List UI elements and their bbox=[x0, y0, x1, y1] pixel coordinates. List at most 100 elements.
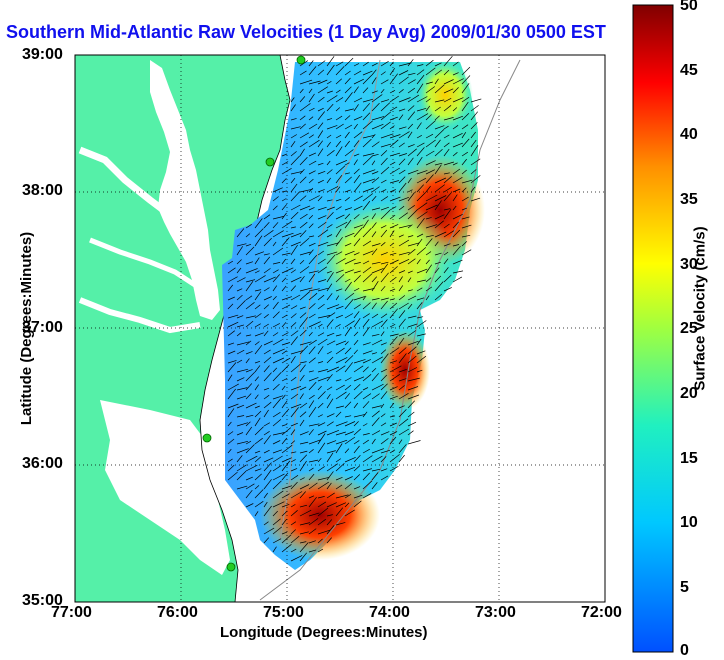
velocity-arrow bbox=[389, 106, 398, 112]
velocity-arrow bbox=[353, 287, 360, 292]
velocity-arrow bbox=[371, 248, 378, 256]
velocity-arrow bbox=[281, 204, 287, 211]
velocity-arrow bbox=[290, 393, 299, 400]
velocity-arrow bbox=[389, 230, 395, 238]
velocity-arrow bbox=[236, 377, 245, 382]
velocity-arrow bbox=[317, 433, 326, 445]
velocity-arrow bbox=[317, 457, 322, 463]
velocity-arrow bbox=[371, 90, 378, 94]
velocity-arrow bbox=[263, 401, 272, 409]
velocity-arrow bbox=[245, 421, 251, 427]
velocity-arrow bbox=[317, 538, 323, 544]
velocity-arrow bbox=[416, 211, 428, 220]
velocity-arrow bbox=[317, 385, 322, 391]
velocity-arrow bbox=[416, 184, 424, 193]
velocity-arrow bbox=[236, 246, 243, 256]
velocity-arrow bbox=[326, 525, 335, 535]
velocity-arrow bbox=[308, 496, 317, 508]
velocity-arrow bbox=[245, 483, 255, 490]
velocity-arrow bbox=[281, 472, 289, 481]
velocity-arrow bbox=[389, 252, 397, 256]
velocity-arrow bbox=[461, 151, 468, 157]
velocity-arrow bbox=[344, 448, 350, 454]
velocity-arrow bbox=[344, 313, 353, 319]
velocity-arrow bbox=[263, 214, 271, 220]
velocity-arrow bbox=[461, 196, 469, 202]
velocity-arrow bbox=[398, 142, 405, 148]
velocity-arrow bbox=[335, 463, 345, 472]
velocity-arrow bbox=[371, 102, 380, 112]
velocity-arrow bbox=[344, 320, 355, 328]
velocity-arrow bbox=[452, 177, 463, 184]
velocity-arrow bbox=[452, 115, 464, 121]
velocity-arrow bbox=[452, 78, 464, 85]
velocity-arrow bbox=[281, 444, 293, 454]
velocity-arrow bbox=[416, 316, 424, 319]
velocity-arrow bbox=[371, 186, 380, 193]
velocity-arrow bbox=[281, 232, 294, 238]
velocity-arrow bbox=[407, 131, 413, 139]
velocity-arrow bbox=[389, 436, 397, 445]
velocity-arrow bbox=[290, 504, 296, 508]
velocity-arrow bbox=[371, 417, 380, 427]
velocity-arrow bbox=[353, 339, 359, 346]
velocity-arrow bbox=[308, 467, 314, 472]
velocity-arrow bbox=[353, 131, 363, 139]
velocity-arrow bbox=[380, 374, 388, 382]
velocity-arrow bbox=[344, 431, 354, 436]
velocity-arrow bbox=[290, 126, 301, 130]
velocity-arrow bbox=[299, 509, 312, 517]
velocity-arrow bbox=[371, 62, 378, 67]
velocity-arrow bbox=[425, 160, 436, 166]
velocity-arrow bbox=[425, 251, 432, 256]
velocity-arrow bbox=[344, 108, 354, 112]
velocity-arrow bbox=[416, 287, 423, 292]
velocity-arrow bbox=[452, 61, 459, 67]
velocity-arrow bbox=[308, 495, 315, 499]
velocity-arrow bbox=[254, 257, 260, 265]
velocity-arrow bbox=[236, 368, 249, 373]
velocity-arrow bbox=[236, 288, 243, 292]
velocity-arrow bbox=[380, 368, 388, 373]
velocity-arrow bbox=[317, 215, 327, 220]
velocity-arrow bbox=[326, 492, 335, 499]
velocity-arrow bbox=[290, 276, 302, 283]
velocity-arrow bbox=[245, 476, 253, 481]
velocity-arrow bbox=[380, 79, 389, 85]
velocity-arrow bbox=[236, 422, 249, 427]
velocity-arrow bbox=[299, 188, 313, 193]
velocity-arrow bbox=[254, 511, 259, 517]
velocity-arrow bbox=[398, 131, 410, 139]
velocity-arrow bbox=[308, 292, 318, 301]
velocity-arrow bbox=[362, 178, 376, 184]
velocity-arrow bbox=[308, 139, 320, 148]
velocity-arrow bbox=[299, 141, 308, 148]
velocity-arrow bbox=[263, 409, 269, 418]
velocity-arrow bbox=[308, 528, 317, 535]
velocity-arrow bbox=[434, 261, 441, 265]
velocity-arrow bbox=[353, 474, 361, 481]
velocity-arrow bbox=[272, 419, 282, 427]
velocity-arrow bbox=[362, 134, 375, 139]
velocity-arrow bbox=[308, 187, 314, 193]
velocity-arrow bbox=[308, 540, 316, 544]
velocity-arrow bbox=[362, 193, 374, 202]
velocity-arrow bbox=[335, 288, 343, 292]
velocity-arrow bbox=[299, 419, 305, 427]
velocity-arrow bbox=[461, 75, 471, 85]
velocity-arrow bbox=[308, 66, 317, 76]
velocity-arrow bbox=[254, 332, 264, 337]
velocity-arrow bbox=[263, 431, 270, 436]
velocity-arrow bbox=[335, 159, 348, 166]
velocity-arrow bbox=[443, 186, 452, 193]
velocity-arrow bbox=[371, 213, 376, 220]
velocity-arrow bbox=[380, 285, 386, 292]
velocity-arrow bbox=[353, 486, 361, 490]
velocity-arrow bbox=[290, 429, 296, 436]
velocity-arrow bbox=[308, 178, 314, 184]
velocity-arrow bbox=[290, 451, 297, 454]
velocity-arrow bbox=[362, 433, 370, 436]
velocity-arrow bbox=[398, 153, 408, 157]
velocity-arrow bbox=[308, 254, 318, 265]
velocity-arrow bbox=[407, 430, 414, 436]
